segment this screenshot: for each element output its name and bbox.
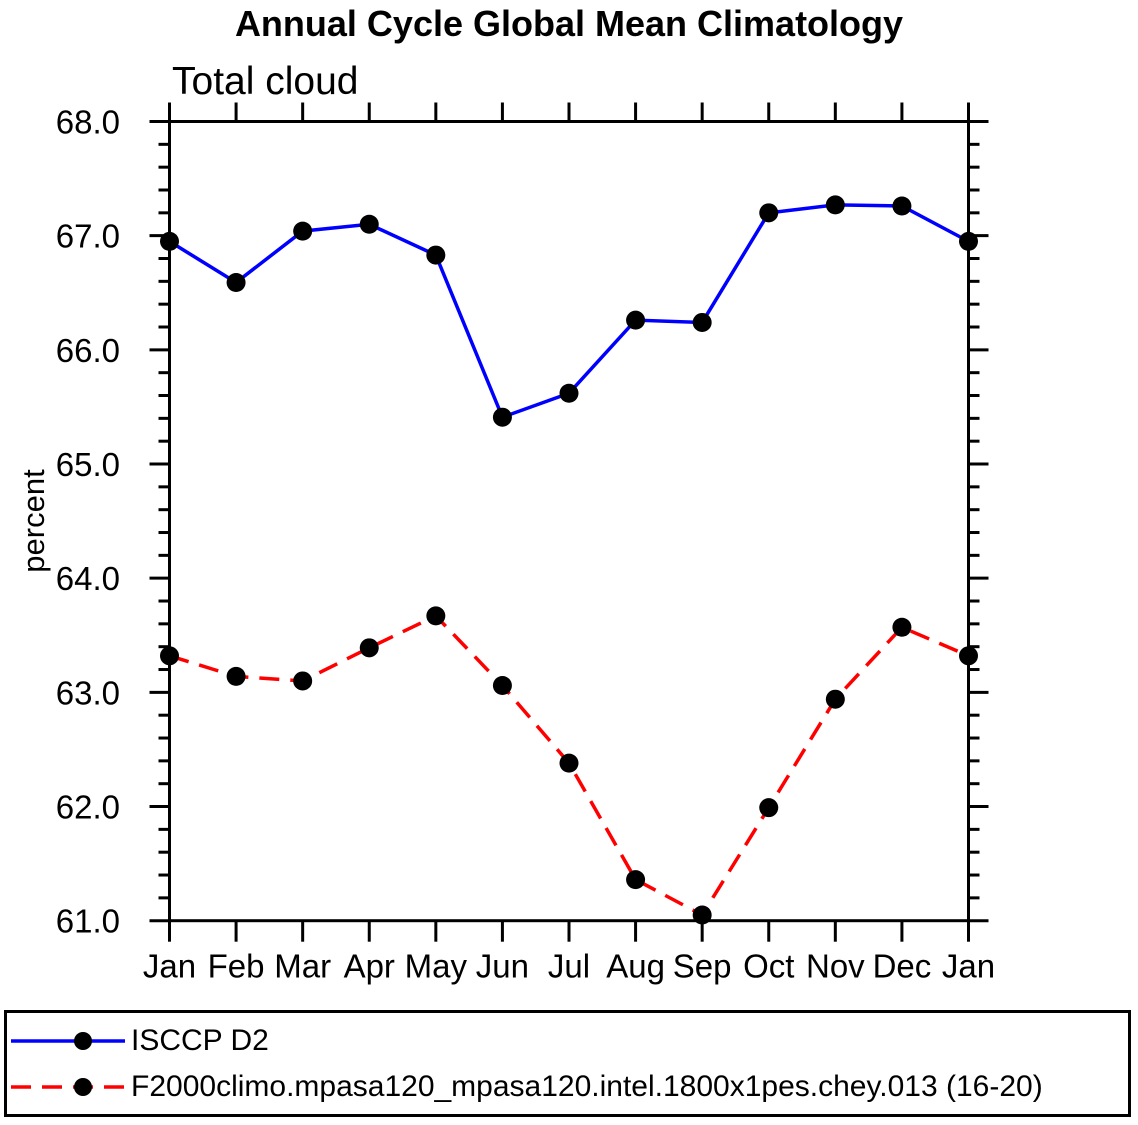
data-point-marker	[426, 245, 446, 265]
legend-marker	[74, 1032, 92, 1050]
data-point-marker	[226, 666, 246, 686]
y-tick-label: 63.0	[56, 674, 120, 711]
data-point-marker	[892, 196, 912, 216]
y-tick-label: 64.0	[56, 560, 120, 597]
data-point-marker	[759, 203, 779, 223]
legend-item-isccp-d2: ISCCP D2	[7, 1018, 1128, 1064]
data-point-marker	[959, 231, 978, 251]
y-tick-label: 66.0	[56, 332, 120, 369]
legend-label-series-1: ISCCP D2	[131, 1024, 269, 1057]
data-point-marker	[160, 646, 179, 666]
data-point-marker	[892, 617, 912, 637]
data-point-marker	[492, 676, 512, 696]
x-tick-label: Jun	[476, 948, 529, 985]
plot-area: Jan Feb Mar Apr May Jun Jul Aug Sep Oct Nov Dec Jan 6…	[56, 102, 995, 985]
data-point-marker	[359, 638, 379, 658]
y-tick-label: 65.0	[56, 446, 120, 483]
data-point-marker	[626, 310, 646, 330]
data-point-marker	[959, 646, 978, 666]
data-point-marker	[160, 231, 179, 251]
legend-item-f2000climo: F2000climo.mpasa120_mpasa120.intel.1800x…	[7, 1064, 1128, 1110]
series-1	[160, 195, 978, 427]
data-point-marker	[825, 689, 845, 709]
data-point-marker	[759, 798, 779, 818]
y-tick-label: 68.0	[56, 104, 120, 141]
data-point-marker	[692, 312, 712, 332]
data-point-marker	[226, 272, 246, 292]
legend-label-series-2: F2000climo.mpasa120_mpasa120.intel.1800x…	[131, 1070, 1043, 1103]
x-tick-label: Jan	[143, 948, 196, 985]
y-axis: 61.0 62.0 63.0 64.0 65.0 66.0 67.0 68.0	[56, 104, 989, 940]
legend-swatch-series-2	[11, 1078, 125, 1096]
x-tick-label: Aug	[606, 948, 665, 985]
x-tick-label: Feb	[208, 948, 265, 985]
x-tick-label: Jan	[942, 948, 995, 985]
x-tick-label: Mar	[274, 948, 331, 985]
data-point-marker	[825, 195, 845, 215]
x-tick-label: Sep	[673, 948, 732, 985]
data-point-marker	[692, 905, 712, 925]
legend-marker	[74, 1078, 92, 1096]
x-tick-label: Nov	[806, 948, 865, 985]
data-point-marker	[559, 383, 579, 403]
data-point-marker	[426, 606, 446, 626]
legend-box: ISCCP D2 F2000climo.mpasa120_mpasa120.in…	[4, 1010, 1131, 1117]
data-point-marker	[293, 671, 313, 691]
x-axis: Jan Feb Mar Apr May Jun Jul Aug Sep Oct Nov Dec Jan	[143, 102, 995, 985]
x-tick-label: Jul	[548, 948, 590, 985]
data-point-marker	[359, 214, 379, 234]
x-tick-label: May	[405, 948, 468, 985]
y-tick-label: 62.0	[56, 789, 120, 826]
series-2	[160, 606, 978, 925]
data-point-marker	[492, 407, 512, 427]
data-point-marker	[626, 870, 646, 890]
data-point-marker	[293, 221, 313, 241]
legend-swatch-series-1	[11, 1032, 125, 1050]
chart-subtitle: Total cloud	[172, 60, 359, 103]
chart-title: Annual Cycle Global Mean Climatology	[234, 3, 904, 44]
x-tick-label: Apr	[344, 948, 395, 985]
y-tick-label: 61.0	[56, 903, 120, 940]
y-tick-label: 67.0	[56, 218, 120, 255]
x-tick-label: Dec	[873, 948, 932, 985]
x-tick-label: Oct	[743, 948, 794, 985]
data-point-marker	[559, 753, 579, 773]
